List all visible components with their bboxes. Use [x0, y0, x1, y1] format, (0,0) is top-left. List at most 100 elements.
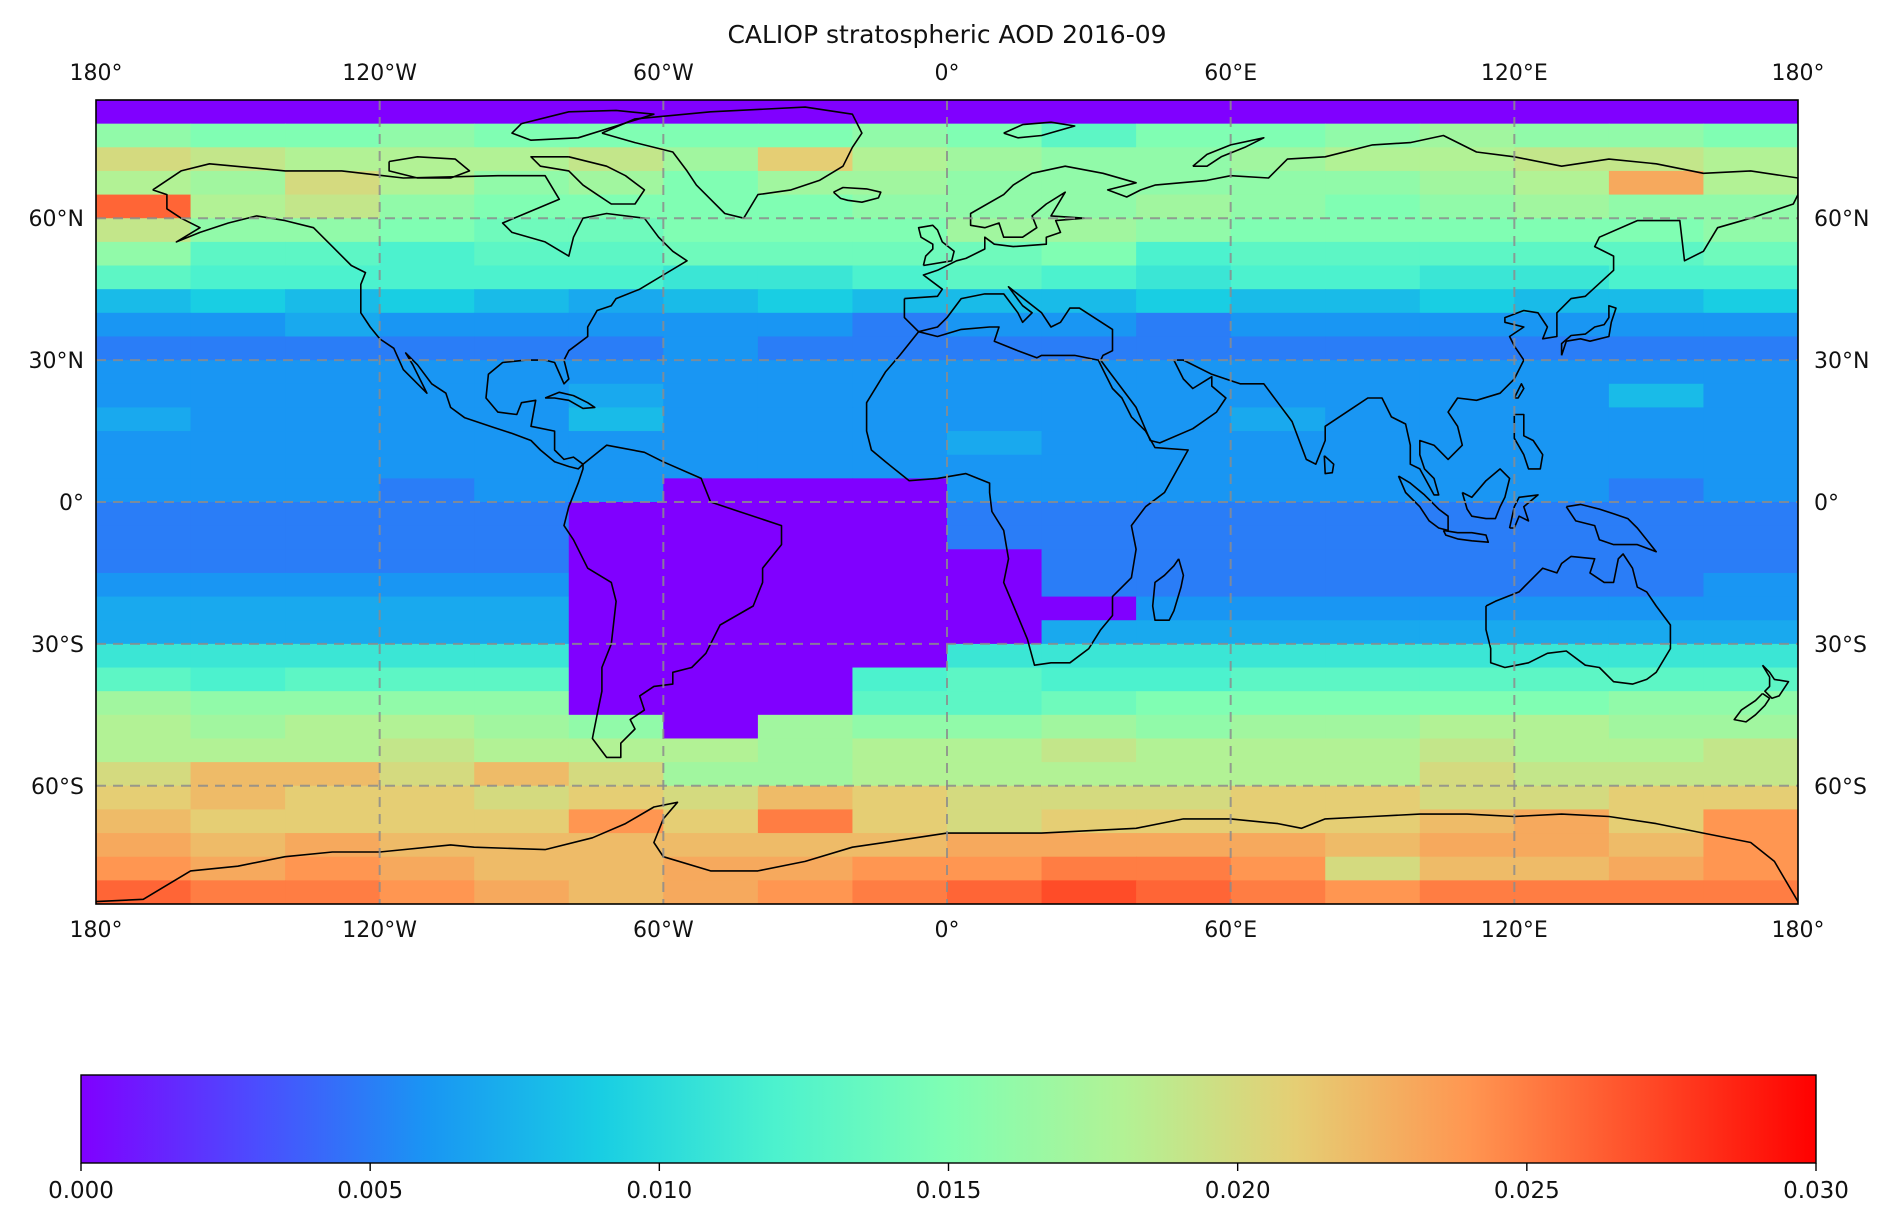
heatmap-cell [663, 502, 759, 527]
latitude-tick-label: 60°S [1814, 775, 1867, 800]
heatmap-cell [96, 785, 192, 811]
heatmap-cell [1419, 762, 1515, 787]
heatmap-cell [190, 100, 286, 125]
heatmap-cell [852, 360, 948, 385]
heatmap-cell [379, 572, 475, 598]
heatmap-cell [757, 714, 854, 740]
heatmap-cell [852, 596, 948, 621]
heatmap-cell [474, 738, 570, 763]
heatmap-cell [1325, 383, 1421, 409]
heatmap-cell [1041, 691, 1137, 716]
heatmap-cell [190, 549, 286, 574]
heatmap-cell [568, 407, 664, 432]
heatmap-cell [852, 147, 948, 172]
heatmap-cell [1703, 407, 1798, 432]
heatmap-cell [663, 265, 759, 290]
heatmap-cell [1608, 502, 1705, 527]
heatmap-cell [96, 738, 192, 763]
heatmap-cell [663, 478, 759, 503]
heatmap-cell [1041, 549, 1137, 574]
heatmap-cell [1325, 336, 1421, 361]
heatmap-cell [663, 525, 759, 550]
heatmap-cell [1514, 549, 1610, 574]
heatmap-cell [1608, 431, 1705, 456]
heatmap-cell [379, 218, 475, 243]
coastline-africa [865, 326, 1189, 666]
latitude-tick-label: 30°S [1814, 633, 1867, 658]
heatmap-cell [190, 383, 286, 409]
heatmap-cell [1136, 785, 1232, 811]
heatmap-cell [96, 880, 192, 904]
heatmap-cell [190, 170, 286, 196]
heatmap-cell [1136, 691, 1232, 716]
heatmap-cell [285, 620, 381, 645]
heatmap-cell [757, 880, 854, 904]
heatmap-cell [1325, 525, 1421, 550]
heatmap-cell [757, 147, 854, 172]
heatmap-cell [1514, 762, 1610, 787]
coastline-cuba [544, 391, 596, 410]
heatmap-cell [190, 336, 286, 361]
heatmap-cell [285, 549, 381, 574]
heatmap-cell [1514, 123, 1610, 148]
heatmap-cell [1136, 525, 1232, 550]
heatmap-cell [1136, 265, 1232, 290]
heatmap-cell [1514, 170, 1610, 196]
heatmap-cell [1514, 194, 1610, 219]
heatmap-cell [1230, 856, 1326, 881]
heatmap-cell [285, 431, 381, 456]
heatmap-cell [285, 360, 381, 385]
heatmap-cell [568, 572, 664, 598]
heatmap-cell [1514, 407, 1610, 432]
heatmap-cell [474, 383, 570, 409]
heatmap-cell [568, 620, 664, 645]
heatmap-cell [1041, 431, 1137, 456]
coastline-north-america [152, 163, 688, 470]
heatmap-cell [947, 620, 1043, 645]
heatmap-cell [1230, 596, 1326, 621]
heatmap-cell [947, 833, 1043, 858]
heatmap-cell [379, 360, 475, 385]
heatmap-cell [1608, 572, 1705, 598]
heatmap-cell [285, 241, 381, 267]
heatmap-cell [1325, 454, 1421, 479]
heatmap-cell [1041, 572, 1137, 598]
heatmap-cell [1325, 738, 1421, 763]
heatmap-cell [285, 336, 381, 361]
heatmap-cell [1230, 407, 1326, 432]
heatmap-cell [852, 667, 948, 692]
heatmap-cell [379, 525, 475, 550]
heatmap-cell [379, 809, 475, 834]
heatmap-cell [1514, 856, 1610, 881]
heatmap-cell [379, 100, 475, 125]
heatmap-cell [1041, 478, 1137, 503]
heatmap-cell [1230, 218, 1326, 243]
heatmap-cell [474, 241, 570, 267]
heatmap-cell [1703, 100, 1798, 125]
heatmap-cell [1419, 478, 1515, 503]
heatmap-cell [474, 596, 570, 621]
heatmap-cell [1136, 762, 1232, 787]
chart-title: CALIOP stratospheric AOD 2016-09 [727, 20, 1166, 49]
heatmap-cell [1608, 478, 1705, 503]
heatmap-cell [757, 643, 854, 669]
heatmap-cell [757, 336, 854, 361]
heatmap-cell [474, 809, 570, 834]
heatmap-cell [852, 880, 948, 904]
heatmap-cell [1041, 241, 1137, 267]
heatmap-cell [1325, 596, 1421, 621]
heatmap-cell [96, 312, 192, 338]
heatmap-cell [947, 643, 1043, 669]
longitude-tick-label: 120°W [342, 61, 417, 86]
heatmap-cell [1041, 360, 1137, 385]
heatmap-cell [1608, 289, 1705, 314]
heatmap-cell [1419, 289, 1515, 314]
heatmap-cell [947, 407, 1043, 432]
heatmap-cell [190, 738, 286, 763]
heatmap-cell [190, 596, 286, 621]
heatmap-cell [757, 123, 854, 148]
heatmap-cell [1230, 431, 1326, 456]
heatmap-cell [1041, 312, 1137, 338]
heatmap-cell [757, 572, 854, 598]
heatmap-cell [1703, 383, 1798, 409]
